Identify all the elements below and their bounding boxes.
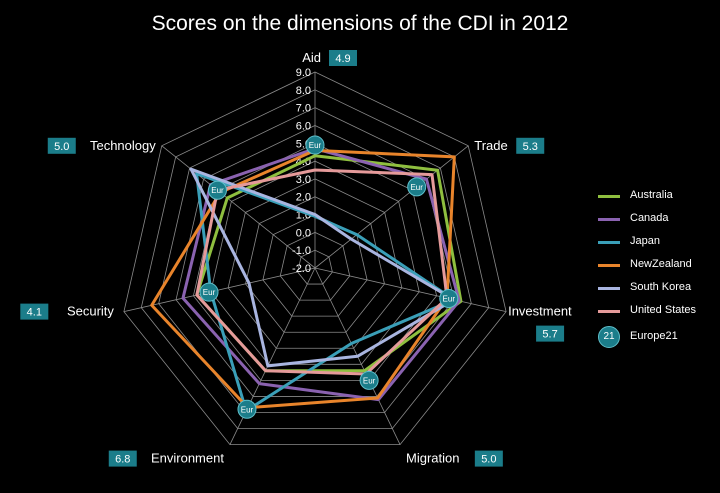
europe-marker-label: Eur <box>309 141 322 150</box>
grid-ring <box>158 107 472 413</box>
europe-marker-label: Eur <box>211 186 224 195</box>
axis-spoke <box>161 145 316 269</box>
axis-label-migration: Migration <box>406 451 459 466</box>
axis-spoke <box>314 145 469 269</box>
chart-title: Scores on the dimensions of the CDI in 2… <box>151 12 569 35</box>
legend-item-south-korea: South Korea <box>590 278 715 301</box>
axis-value-label: 6.8 <box>115 454 130 466</box>
grid-ring <box>123 71 507 445</box>
axis-spoke <box>314 267 507 313</box>
legend-item-united-states: United States <box>590 301 715 324</box>
europe-marker <box>305 135 325 155</box>
axis-label-investment: Investment <box>508 304 572 319</box>
grid-ring <box>140 89 490 429</box>
legend-europe-marker: 21 <box>598 326 620 348</box>
legend-label: Australia <box>630 189 673 201</box>
axis-value-label: 5.7 <box>542 329 557 341</box>
europe-marker-label: Eur <box>241 405 254 414</box>
axis-value-box <box>536 325 565 342</box>
europe-marker-label: Eur <box>203 288 216 297</box>
legend-item-canada: Canada <box>590 209 715 232</box>
legend: Australia Canada Japan NewZealand South … <box>590 186 715 350</box>
axis-value-box <box>20 303 49 320</box>
axis-value-label: 4.9 <box>335 53 350 65</box>
grid-ring <box>297 249 333 285</box>
europe-marker-label: Eur <box>363 376 376 385</box>
europe-marker-label: Eur <box>443 295 456 304</box>
axis-spoke <box>123 267 316 313</box>
tick-label: 9.0 <box>296 67 311 79</box>
legend-swatch <box>598 287 620 290</box>
axis-value-box <box>474 450 503 467</box>
legend-label: NewZealand <box>630 258 692 270</box>
axis-spoke <box>229 267 316 445</box>
tick-label: 8.0 <box>296 85 311 97</box>
tick-label: 2.0 <box>296 192 311 204</box>
axis-label-security: Security <box>67 304 114 319</box>
axis-label-aid: Aid <box>302 50 321 65</box>
tick-label: 6.0 <box>296 120 311 132</box>
legend-item-newzealand: NewZealand <box>590 255 715 278</box>
europe-marker <box>237 399 257 419</box>
series-line-australia <box>195 154 463 373</box>
axis-value-label: 5.0 <box>481 454 496 466</box>
grid-ring <box>210 160 420 365</box>
tick-label: 7.0 <box>296 103 311 115</box>
legend-item-australia: Australia <box>590 186 715 209</box>
legend-label: Europe21 <box>630 330 678 342</box>
axis-value-box <box>108 450 137 467</box>
axis-value-label: 5.0 <box>54 141 69 153</box>
series-line-japan <box>195 172 456 413</box>
series-line-south-korea <box>189 167 456 368</box>
europe-marker <box>207 180 227 200</box>
legend-swatch <box>598 241 620 244</box>
grid-ring <box>245 196 385 333</box>
europe-marker <box>359 370 379 390</box>
legend-item-japan: Japan <box>590 232 715 255</box>
axis-value-label: 4.1 <box>27 307 42 319</box>
legend-swatch <box>598 218 620 221</box>
axis-value-box <box>47 137 76 154</box>
legend-label: South Korea <box>630 281 692 293</box>
europe-marker <box>439 289 459 309</box>
series-line-united-states <box>195 168 449 376</box>
legend-item-europe21: 21 Europe21 <box>590 324 715 350</box>
europe-marker-label: Eur <box>410 183 423 192</box>
tick-label: -1.0 <box>292 245 311 257</box>
tick-label: 3.0 <box>296 174 311 186</box>
grid-ring <box>279 231 351 301</box>
axis-value-box <box>329 50 357 66</box>
legend-swatch <box>598 264 620 267</box>
europe-marker <box>407 177 427 197</box>
legend-swatch <box>598 195 620 198</box>
axis-label-trade: Trade <box>474 138 507 153</box>
axis-value-box <box>516 137 545 154</box>
series-line-canada <box>181 147 461 402</box>
series-line-newzealand <box>150 148 456 410</box>
legend-swatch <box>598 310 620 313</box>
axis-label-environment: Environment <box>151 451 224 466</box>
legend-label: Japan <box>630 235 660 247</box>
tick-label: 0.0 <box>296 227 311 239</box>
legend-label: Canada <box>630 212 669 224</box>
axis-value-label: 5.3 <box>523 141 538 153</box>
europe-marker <box>199 282 219 302</box>
tick-label: -2.0 <box>292 263 311 275</box>
grid-ring <box>227 178 403 349</box>
legend-label: United States <box>630 304 697 316</box>
axis-label-technology: Technology <box>90 138 156 153</box>
